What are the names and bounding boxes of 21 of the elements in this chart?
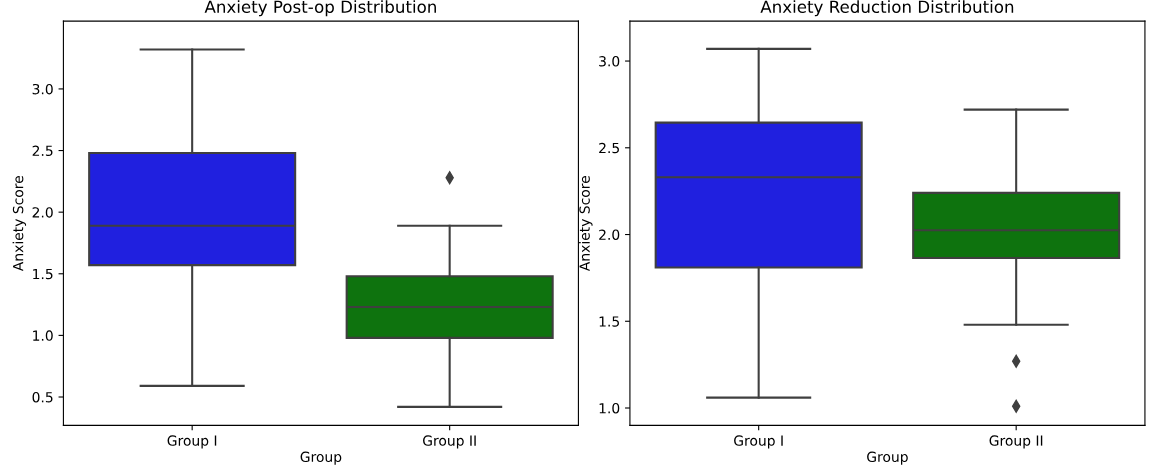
y-tick-label: 1.5 bbox=[33, 268, 53, 280]
y-tick-label: 2.0 bbox=[599, 229, 620, 240]
y-tick-label: 0.5 bbox=[32, 391, 53, 403]
x-tick-label: Group I bbox=[167, 435, 217, 449]
y-tick-label: 3.0 bbox=[599, 56, 620, 67]
x-axis-title: Group bbox=[867, 451, 908, 465]
x-tick-label: Group II bbox=[423, 435, 476, 449]
y-tick-label: 1.0 bbox=[33, 330, 53, 341]
y-tick-label: 2.5 bbox=[599, 142, 619, 154]
chart-title: Anxiety Post-op Distribution bbox=[204, 0, 436, 17]
y-tick-label: 3.0 bbox=[32, 83, 53, 95]
x-axis-title: Group bbox=[300, 451, 342, 465]
y-tick-label: 2.5 bbox=[32, 145, 53, 157]
y-tick-label: 1.5 bbox=[599, 316, 619, 327]
y-axis-title: Anxiety Score bbox=[12, 176, 27, 272]
x-tick-label: Group I bbox=[734, 435, 783, 449]
y-axis-title: Anxiety Score bbox=[579, 176, 593, 272]
y-tick-label: 2.0 bbox=[32, 207, 53, 218]
chart-title: Anxiety Reduction Distribution bbox=[760, 0, 1014, 17]
x-tick-label: Group II bbox=[989, 435, 1043, 449]
y-tick-label: 1.0 bbox=[599, 402, 620, 414]
